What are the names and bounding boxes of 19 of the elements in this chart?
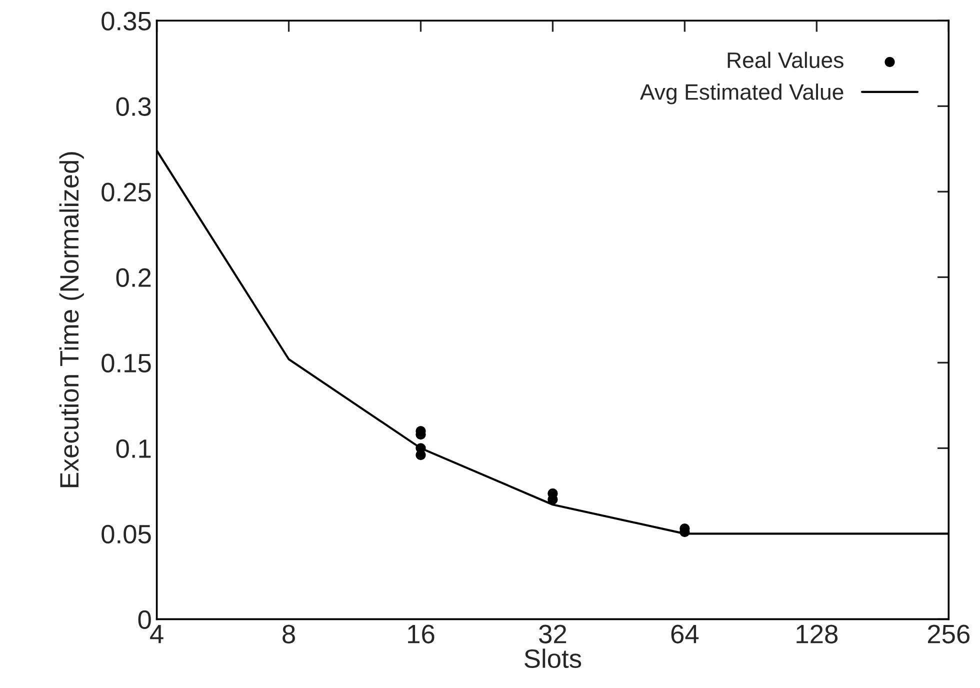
y-tick-label: 0.2 bbox=[116, 268, 151, 287]
y-tick-label: 0.15 bbox=[102, 354, 151, 372]
y-tick-label: 0.1 bbox=[116, 439, 151, 458]
legend-label: Avg Estimated Value bbox=[640, 84, 844, 104]
x-tick-label: 32 bbox=[539, 624, 566, 644]
x-tick-label: 128 bbox=[796, 624, 838, 644]
y-tick-label: 0.3 bbox=[116, 97, 151, 116]
y-tick-label: 0 bbox=[138, 610, 151, 630]
x-axis-title: Slots bbox=[524, 648, 582, 668]
legend-label: Real Values bbox=[728, 52, 844, 68]
y-tick-label: 0.05 bbox=[102, 524, 151, 544]
y-tick-label: 0.25 bbox=[102, 182, 151, 202]
y-axis-title: Execution Time (Normalized) bbox=[59, 152, 84, 488]
x-tick-label: 64 bbox=[671, 624, 699, 644]
x-tick-label: 16 bbox=[408, 624, 434, 644]
y-tick-label: 0.35 bbox=[102, 12, 151, 30]
x-tick-label: 256 bbox=[928, 624, 970, 644]
x-tick-label: 4 bbox=[150, 625, 164, 644]
x-tick-label: 8 bbox=[282, 624, 295, 644]
